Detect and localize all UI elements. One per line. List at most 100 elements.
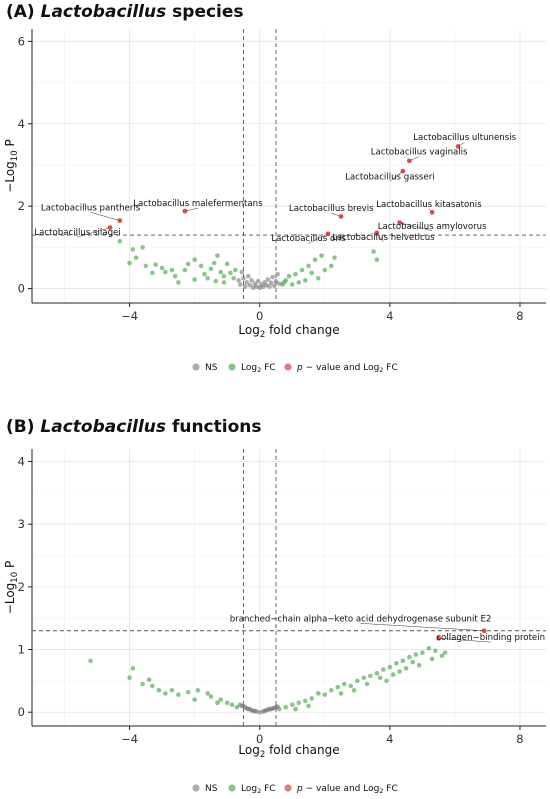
fc-point: [296, 700, 302, 706]
fc-point: [416, 662, 422, 668]
ns-point: [237, 282, 243, 287]
fc-point: [387, 664, 393, 670]
fc-point: [374, 671, 380, 676]
fc-point: [208, 694, 214, 699]
y-tick-label: 3: [18, 517, 25, 531]
fc-point: [185, 689, 191, 695]
legend-key: [228, 784, 236, 792]
fc-point: [368, 673, 373, 679]
fc-point: [176, 280, 181, 285]
x-axis-label: Log2 fold change: [238, 743, 339, 760]
fc-point: [381, 667, 386, 672]
fc-point: [390, 672, 396, 677]
fc-point: [442, 650, 448, 655]
significant-point: [481, 628, 487, 634]
fc-point: [439, 653, 445, 659]
fc-point: [163, 691, 168, 696]
ns-point: [267, 284, 272, 289]
fc-point: [306, 263, 311, 269]
fc-point: [88, 658, 93, 664]
ns-point: [247, 282, 253, 288]
legend-key: [284, 784, 292, 792]
ns-point: [275, 271, 280, 277]
label-connector: [90, 212, 120, 221]
ns-point: [273, 278, 279, 284]
significant-point: [397, 220, 403, 226]
legend-key: [192, 784, 200, 792]
point-label: branched−chain alpha−keto acid dehydroge…: [230, 614, 492, 624]
x-tick-label: −4: [121, 309, 138, 323]
fc-point: [332, 255, 337, 260]
significant-point: [436, 635, 442, 641]
ns-point: [239, 703, 245, 709]
fc-point: [163, 269, 168, 275]
fc-point: [302, 278, 308, 283]
significant-point: [374, 230, 380, 236]
ns-point: [239, 269, 245, 275]
ns-point: [276, 281, 282, 286]
fc-point: [215, 700, 220, 706]
significant-point: [400, 168, 406, 174]
fc-point: [153, 262, 158, 267]
fc-point: [229, 702, 235, 707]
ns-point: [244, 280, 250, 285]
fc-point: [233, 267, 238, 273]
fc-point: [224, 261, 230, 267]
y-tick-label: 6: [18, 34, 25, 48]
fc-point: [348, 683, 354, 689]
point-label: Lactobacillus silagei: [34, 228, 120, 238]
fc-point: [355, 678, 360, 684]
fc-point: [127, 675, 132, 681]
legend-label: p − value and Log2 FC: [296, 363, 398, 374]
fc-point: [234, 704, 240, 710]
fc-point: [182, 267, 188, 273]
data-points: [88, 645, 448, 715]
fc-point: [302, 698, 308, 704]
fc-point: [322, 267, 328, 273]
fc-point: [309, 270, 315, 276]
fc-point: [371, 249, 376, 254]
gridlines: [32, 29, 546, 303]
y-tick-label: 0: [18, 282, 25, 296]
fc-point: [133, 255, 139, 260]
fc-point: [231, 275, 236, 281]
legend-key: [228, 363, 236, 371]
ns-point: [275, 704, 280, 709]
fc-point: [218, 697, 223, 702]
fc-point: [306, 703, 311, 709]
x-tick-label: 0: [256, 732, 263, 746]
fc-point: [289, 702, 295, 707]
x-tick-label: 8: [516, 309, 523, 323]
point-label: Lactobacillus brevis: [289, 204, 374, 214]
legend-key: [284, 363, 292, 371]
fc-point: [130, 247, 136, 252]
y-axis-label: −Log10 P: [3, 139, 20, 192]
ns-point: [265, 277, 271, 282]
fc-point: [205, 275, 210, 281]
fc-point: [315, 275, 321, 281]
data-points: [117, 238, 380, 291]
x-tick-label: 8: [516, 732, 523, 746]
legend: NS Log2 FC p − value and Log2 FC: [192, 363, 398, 374]
fc-point: [312, 257, 318, 263]
ns-point: [236, 278, 241, 283]
title-prefix: (B): [6, 417, 40, 437]
legend-label: NS: [205, 363, 218, 373]
fc-point: [176, 692, 181, 697]
significant-point: [338, 214, 344, 219]
fc-point: [205, 691, 210, 696]
significant-point: [107, 225, 113, 230]
labeled-points: branched−chain alpha−keto acid dehydroge…: [230, 614, 545, 643]
fc-point: [342, 681, 347, 687]
fc-point: [364, 681, 370, 687]
legend: NS Log2 FC p − value and Log2 FC: [192, 784, 398, 795]
fc-point: [420, 650, 425, 655]
title-prefix: (A): [6, 2, 41, 22]
significant-point: [117, 218, 123, 223]
fc-point: [143, 263, 149, 269]
fc-point: [221, 273, 227, 279]
fc-point: [185, 261, 191, 267]
fc-point: [309, 696, 315, 701]
fc-point: [150, 683, 155, 689]
ns-point: [249, 278, 254, 283]
